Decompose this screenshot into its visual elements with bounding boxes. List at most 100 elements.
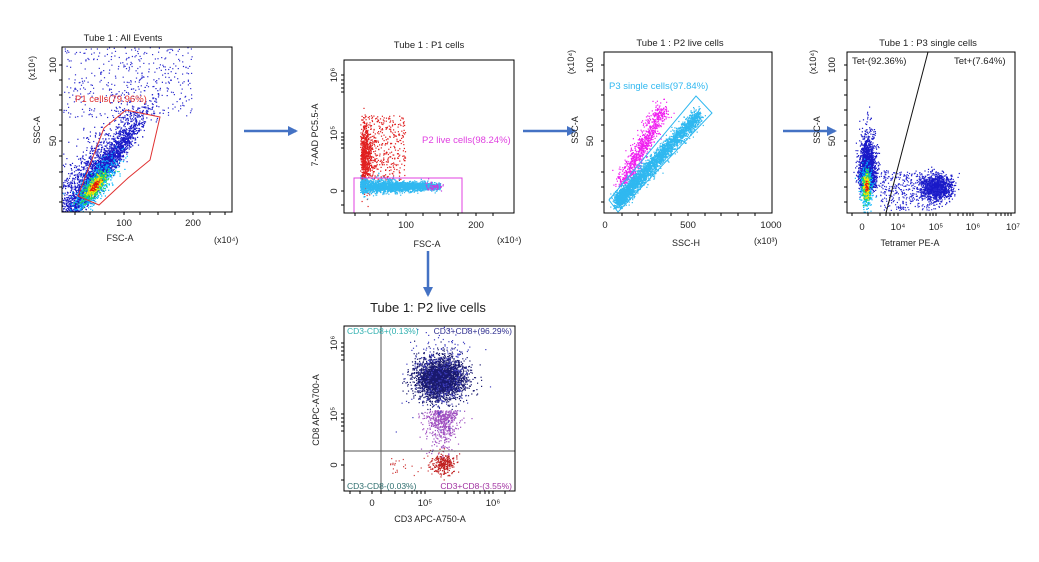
event-dot	[94, 108, 96, 110]
event-dot	[47, 243, 48, 244]
event-dot	[86, 175, 88, 177]
event-dot	[141, 112, 143, 114]
event-dot	[142, 117, 144, 119]
event-dot	[114, 50, 117, 52]
event-dot	[94, 157, 96, 159]
event-dot	[86, 202, 88, 204]
event-dot	[89, 92, 91, 94]
event-dot	[49, 215, 50, 216]
event-dot	[90, 48, 92, 50]
event-dot	[66, 215, 67, 216]
event-dot	[114, 120, 116, 122]
event-dot	[76, 199, 78, 201]
event-dot	[114, 163, 116, 165]
event-dot	[24, 257, 25, 258]
event-dot	[80, 162, 82, 164]
event-dot	[130, 121, 132, 123]
event-dot	[118, 101, 120, 103]
event-dot	[123, 129, 125, 132]
event-dot	[50, 236, 51, 237]
event-dot	[72, 220, 73, 221]
event-dot	[117, 135, 119, 137]
event-dot	[54, 226, 55, 227]
event-dot	[91, 156, 93, 158]
event-dot	[64, 243, 65, 244]
event-dot	[111, 102, 113, 104]
event-dot	[82, 169, 84, 171]
event-dot	[131, 131, 134, 133]
event-dot	[87, 183, 89, 185]
event-dot	[64, 203, 66, 205]
event-dot	[88, 58, 90, 61]
event-dot	[76, 175, 78, 177]
event-dot	[127, 143, 129, 145]
event-dot	[78, 173, 80, 175]
event-dot	[83, 207, 85, 209]
event-dot	[81, 205, 83, 207]
event-dot	[111, 153, 113, 155]
event-dot	[120, 146, 122, 149]
event-dot	[101, 175, 104, 177]
event-dot	[88, 199, 90, 201]
event-dot	[106, 174, 108, 176]
event-dot	[67, 207, 69, 209]
event-dot	[44, 242, 45, 243]
event-dot	[67, 213, 68, 214]
event-dot	[73, 193, 75, 195]
event-dot	[66, 203, 68, 205]
event-dot	[147, 86, 150, 88]
event-dot	[119, 175, 121, 177]
event-dot	[57, 223, 58, 224]
event-dot	[96, 187, 99, 189]
event-dot	[71, 212, 72, 213]
event-dot	[126, 153, 128, 155]
event-dot	[93, 203, 95, 205]
event-dot	[84, 203, 86, 205]
event-dot	[56, 212, 57, 213]
event-dot	[96, 48, 98, 50]
event-dot	[125, 139, 127, 141]
event-dot	[76, 178, 78, 180]
event-dot	[156, 117, 159, 119]
event-dot	[113, 154, 115, 156]
event-dot	[113, 148, 115, 150]
event-dot	[71, 220, 72, 221]
event-dot	[135, 55, 137, 57]
event-dot	[96, 153, 98, 155]
event-dot	[119, 162, 121, 164]
event-dot	[83, 188, 86, 190]
event-dot	[153, 79, 155, 81]
event-dot	[117, 143, 119, 145]
event-dot	[174, 76, 176, 78]
event-dot	[70, 206, 72, 208]
event-dot	[65, 199, 67, 201]
event-dot	[77, 184, 79, 186]
event-dot	[57, 234, 58, 235]
event-dot	[118, 123, 120, 126]
event-dot	[108, 60, 110, 62]
event-dot	[95, 172, 98, 174]
event-dot	[69, 212, 70, 213]
event-dot	[104, 176, 106, 178]
event-dot	[104, 162, 106, 164]
event-dot	[64, 197, 66, 199]
event-dot	[100, 197, 102, 200]
event-dot	[68, 219, 69, 220]
event-dot	[156, 119, 158, 121]
event-dot	[129, 117, 132, 119]
event-dot	[152, 86, 154, 88]
event-dot	[141, 111, 143, 113]
event-dot	[79, 202, 81, 204]
event-dot	[154, 58, 156, 60]
event-dot	[65, 202, 67, 204]
event-dot	[123, 94, 125, 96]
event-dot	[158, 94, 160, 96]
event-dot	[82, 177, 84, 179]
event-dot	[73, 202, 75, 204]
event-dot	[113, 162, 115, 164]
event-dot	[138, 79, 141, 81]
event-dot	[111, 149, 113, 151]
event-dot	[129, 144, 131, 146]
event-dot	[152, 54, 154, 56]
event-dot	[120, 111, 122, 113]
